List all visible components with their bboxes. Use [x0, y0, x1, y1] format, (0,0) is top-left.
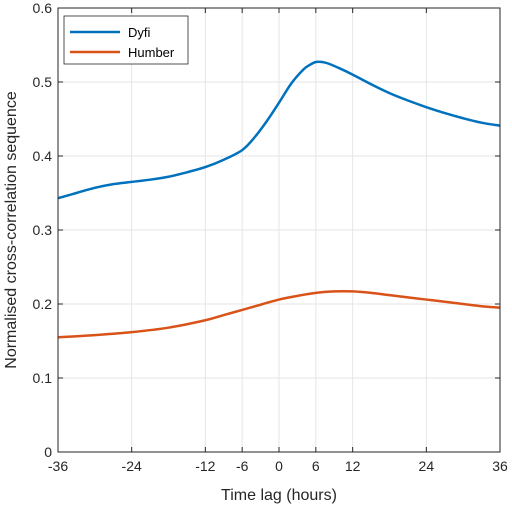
x-tick-label: 6	[312, 458, 320, 474]
x-tick-label: -24	[122, 458, 142, 474]
x-tick-label: 36	[492, 458, 508, 474]
x-axis-tick-labels: -36 -24 -12 -6 0 6 12 24 36	[48, 458, 508, 474]
x-tick-label: -6	[236, 458, 249, 474]
x-axis-label: Time lag (hours)	[221, 487, 337, 504]
series-line-humber	[57, 289, 501, 339]
series-line-dyfi	[57, 60, 501, 200]
axis-ticks	[57, 7, 501, 453]
legend: Dyfi Humber	[63, 15, 189, 65]
legend-box	[63, 15, 189, 65]
y-tick-label: 0.4	[33, 148, 53, 164]
y-tick-label: 0.2	[33, 296, 53, 312]
y-tick-label: 0	[44, 444, 52, 460]
legend-label-dyfi: Dyfi	[128, 25, 151, 40]
x-tick-label: -36	[48, 458, 68, 474]
y-tick-label: 0.6	[33, 0, 53, 16]
x-tick-label: -12	[195, 458, 215, 474]
y-axis-label: Normalised cross-correlation sequence	[3, 91, 20, 369]
x-tick-label: 0	[275, 458, 283, 474]
y-tick-label: 0.1	[33, 370, 53, 386]
y-tick-label: 0.5	[33, 74, 53, 90]
x-tick-label: 24	[419, 458, 435, 474]
x-tick-label: 12	[345, 458, 361, 474]
series-lines	[57, 60, 501, 339]
y-tick-label: 0.3	[33, 222, 53, 238]
y-axis-tick-labels: 0 0.1 0.2 0.3 0.4 0.5 0.6	[33, 0, 53, 460]
legend-label-humber: Humber	[128, 45, 175, 60]
